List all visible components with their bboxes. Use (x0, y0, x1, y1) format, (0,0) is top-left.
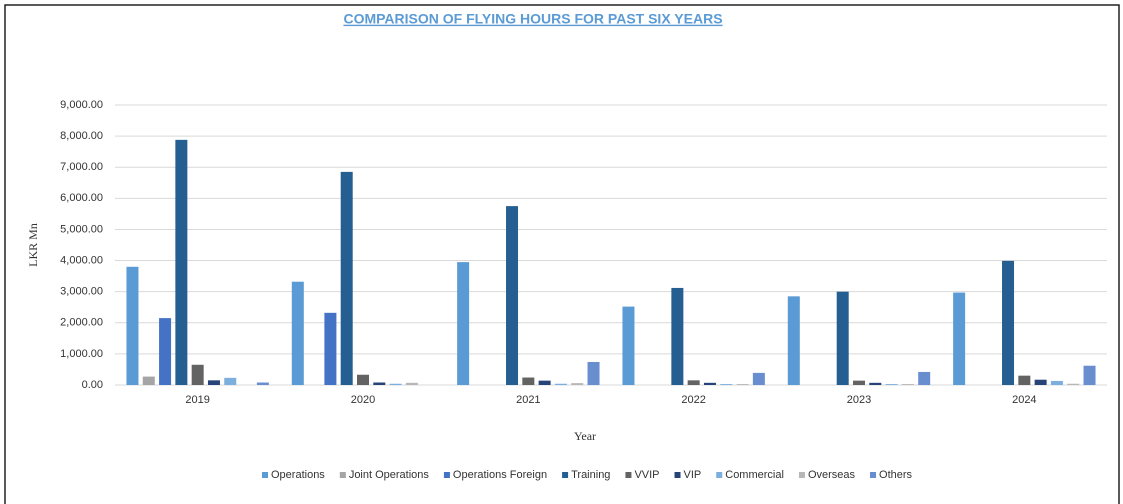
bar (687, 380, 700, 385)
x-tick-label: 2019 (185, 394, 209, 406)
bar (373, 382, 386, 385)
bar (1018, 375, 1031, 385)
legend-swatch (870, 472, 877, 478)
legend-label: Overseas (808, 469, 856, 481)
bar (703, 382, 716, 385)
x-tick-label: 2020 (351, 394, 375, 406)
bar (720, 384, 733, 385)
bar (736, 384, 749, 385)
bar (587, 361, 600, 385)
bar (853, 380, 865, 385)
legend-label: Commercial (725, 469, 784, 481)
bar (1034, 379, 1047, 385)
bar (1067, 383, 1080, 385)
bar (506, 206, 519, 385)
legend-swatch (674, 472, 681, 478)
bar (357, 374, 369, 385)
bar (836, 291, 849, 385)
bar (389, 383, 402, 385)
bar (1050, 380, 1063, 385)
bar (901, 384, 914, 385)
bar (554, 383, 567, 385)
legend-label: Operations (271, 469, 325, 481)
x-tick-label: 2021 (516, 394, 540, 406)
y-tick-label: 1,000.00 (60, 348, 103, 360)
bar (671, 287, 684, 385)
bar (291, 281, 304, 385)
y-axis-label: LKR Mn (26, 223, 40, 267)
y-tick-label: 6,000.00 (60, 192, 103, 204)
y-tick-label: 7,000.00 (60, 161, 103, 173)
legend-swatch (339, 472, 346, 478)
legend-label: Operations Foreign (453, 469, 547, 481)
bar (787, 296, 800, 385)
x-tick-label: 2023 (847, 394, 871, 406)
bar (126, 266, 139, 385)
legend-swatch (262, 472, 268, 478)
bar (457, 262, 470, 385)
bar (1083, 365, 1096, 385)
bar (159, 318, 172, 385)
bar (918, 371, 931, 385)
bar (175, 139, 188, 385)
bar (885, 384, 898, 385)
y-tick-label: 2,000.00 (60, 317, 103, 329)
y-tick-label: 4,000.00 (60, 254, 103, 266)
legend-label: VIP (684, 469, 702, 481)
bar (405, 382, 418, 385)
bar (224, 377, 237, 385)
legend-swatch (625, 472, 632, 478)
frame (4, 4, 1120, 504)
bar (522, 377, 535, 385)
bar (1002, 260, 1015, 385)
bar (953, 292, 966, 385)
y-tick-label: 8,000.00 (60, 130, 103, 142)
legend-label: Training (571, 469, 610, 481)
x-tick-label: 2024 (1012, 394, 1036, 406)
legend-label: Joint Operations (349, 469, 430, 481)
x-tick-label: 2022 (681, 394, 705, 406)
bar (256, 382, 269, 385)
chart-title: COMPARISON OF FLYING HOURS FOR PAST SIX … (343, 11, 722, 27)
bar (324, 312, 337, 385)
bar (869, 382, 882, 385)
x-axis-label: Year (574, 429, 596, 443)
legend-swatch (443, 472, 450, 478)
bar (191, 364, 204, 385)
y-tick-label: 3,000.00 (60, 286, 103, 298)
bar (538, 380, 551, 385)
legend-swatch (716, 472, 723, 478)
y-tick-label: 9,000.00 (60, 99, 103, 111)
legend-label: Others (879, 469, 913, 481)
legend-label: VVIP (634, 469, 659, 481)
bar (752, 372, 765, 385)
y-tick-label: 0.00 (82, 379, 103, 391)
bar (142, 376, 155, 385)
legend-swatch (562, 472, 569, 478)
bar (622, 306, 635, 385)
bar (340, 171, 353, 385)
legend-swatch (798, 472, 805, 478)
y-tick-label: 5,000.00 (60, 223, 103, 235)
bar (571, 383, 584, 385)
bar (207, 380, 220, 385)
